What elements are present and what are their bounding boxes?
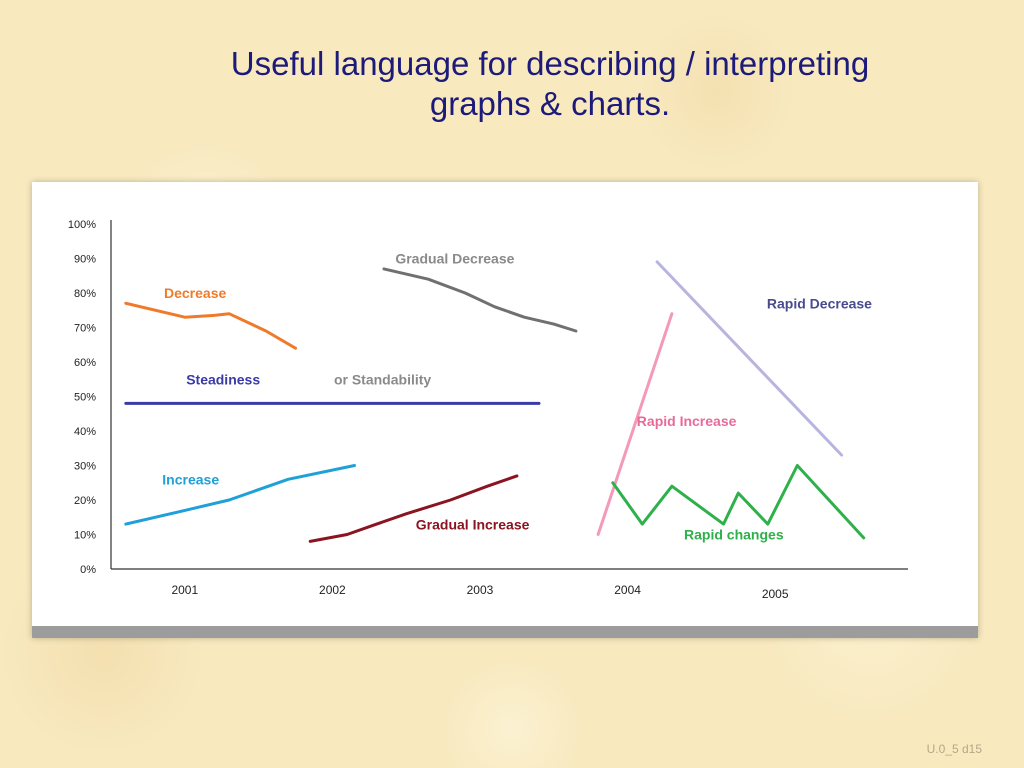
series-annotation: Rapid Decrease	[767, 296, 872, 312]
x-tick-label: 2002	[319, 583, 346, 597]
y-tick-label: 20%	[74, 495, 96, 507]
y-tick-label: 90%	[74, 254, 96, 266]
series-annotation: Gradual Increase	[416, 516, 530, 532]
x-tick-label: 2005	[762, 587, 789, 601]
series-annotation: Gradual Decrease	[395, 251, 514, 267]
x-tick-label: 2004	[614, 583, 641, 597]
slide-title-line-2: graphs & charts.	[429, 85, 671, 122]
slide-title-line-1: Useful language for describing / interpr…	[230, 45, 870, 82]
series-annotation: Increase	[162, 471, 219, 487]
series-line-decrease	[124, 301, 297, 350]
chart-frame: 0% 10% 20% 30% 40% 50% 60% 70% 80% 90% 100% 2001 200…	[32, 182, 978, 638]
x-tick-label: 2003	[467, 583, 494, 597]
series-line-increase	[124, 464, 356, 526]
series-line-rapid-increase	[596, 312, 674, 536]
series-line-gradual-increase	[308, 474, 519, 543]
x-tick-label: 2001	[171, 583, 198, 597]
series-annotation: Steadiness	[186, 371, 260, 387]
slide-title: Useful language for describing / interpr…	[200, 44, 900, 124]
y-tick-label: 100%	[68, 219, 96, 231]
y-tick-label: 0%	[80, 564, 96, 576]
y-tick-label: 40%	[74, 426, 96, 438]
series-annotation: or Standability	[334, 371, 431, 387]
series-line-rapid-changes	[611, 464, 866, 540]
slide-footer: U.0_5 d15	[926, 742, 982, 756]
y-tick-label: 80%	[74, 288, 96, 300]
y-tick-label: 10%	[74, 530, 96, 542]
y-tick-label: 60%	[74, 357, 96, 369]
y-tick-label: 30%	[74, 461, 96, 473]
line-chart: 0% 10% 20% 30% 40% 50% 60% 70% 80% 90% 100% 2001 200…	[68, 219, 908, 601]
series-line-gradual-decrease	[382, 267, 578, 333]
series-line-rapid-decrease	[655, 260, 844, 457]
series-annotation: Decrease	[164, 285, 226, 301]
y-tick-label: 70%	[74, 323, 96, 335]
series-annotation: Rapid Increase	[637, 413, 737, 429]
y-tick-label: 50%	[74, 392, 96, 404]
series-annotation: Rapid changes	[684, 527, 784, 543]
